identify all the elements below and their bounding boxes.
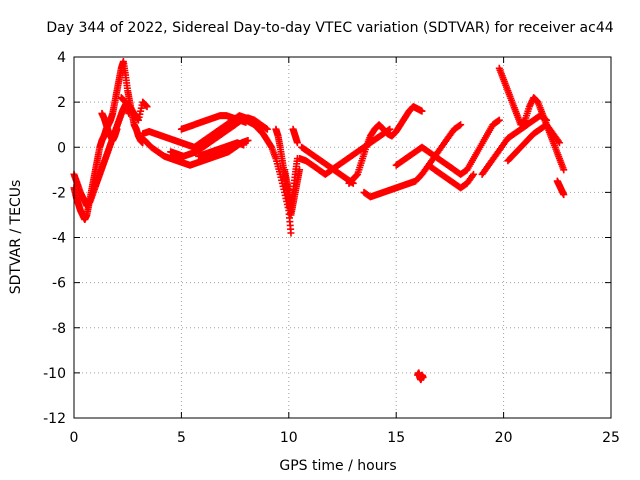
data-point — [287, 229, 295, 237]
series-arc-20 — [414, 369, 427, 384]
series-arc-22 — [478, 112, 551, 178]
data-point — [419, 373, 427, 381]
series-arc-13 — [289, 125, 301, 147]
y-tick-label: -2 — [52, 185, 66, 201]
x-tick-label: 20 — [495, 430, 513, 446]
y-axis-label: SDTVAR / TECUs — [8, 180, 24, 295]
data-point — [293, 139, 301, 147]
y-tick-label: -6 — [52, 276, 66, 292]
data-points — [70, 58, 568, 384]
data-point — [240, 141, 248, 149]
data-point — [113, 125, 121, 133]
plot-frame — [73, 56, 612, 419]
x-tick-label: 15 — [387, 430, 405, 446]
series-arc-12 — [281, 155, 301, 208]
data-point — [495, 116, 503, 124]
y-tick-label: 2 — [57, 95, 66, 111]
y-tick-label: -4 — [52, 231, 66, 247]
chart-title: Day 344 of 2022, Sidereal Day-to-day VTE… — [46, 20, 613, 36]
data-point — [143, 103, 151, 111]
x-tick-label: 0 — [70, 430, 79, 446]
data-point — [244, 136, 252, 144]
data-point — [555, 139, 563, 147]
series-arc-3 — [98, 109, 121, 144]
data-point — [560, 191, 568, 199]
series-arc-24 — [553, 177, 568, 199]
series-arc-19 — [424, 161, 478, 192]
series-arc-16 — [345, 103, 426, 187]
data-point — [468, 172, 476, 180]
y-tick-label: 0 — [57, 140, 66, 156]
data-point — [554, 137, 562, 145]
series-arc-23 — [504, 121, 563, 165]
x-tick-label: 25 — [602, 430, 620, 446]
data-point — [263, 125, 271, 133]
data-point — [560, 166, 568, 174]
y-tick-label: -8 — [52, 321, 66, 337]
series-arc-4 — [117, 94, 151, 124]
y-tick-label: 4 — [57, 50, 66, 66]
series-arc-18 — [392, 116, 503, 178]
x-axis-label: GPS time / hours — [279, 458, 396, 474]
y-tick-label: -10 — [43, 366, 66, 382]
x-tick-label: 10 — [280, 430, 298, 446]
data-point — [457, 121, 465, 129]
series-arc-17 — [360, 121, 465, 201]
data-point — [418, 107, 426, 115]
data-point — [470, 170, 478, 178]
grid — [74, 57, 611, 418]
y-tick-label: -12 — [43, 411, 66, 427]
x-tick-label: 5 — [177, 430, 186, 446]
series-arc-9 — [195, 139, 248, 160]
